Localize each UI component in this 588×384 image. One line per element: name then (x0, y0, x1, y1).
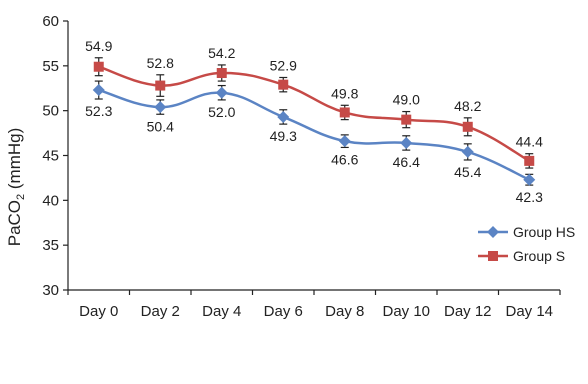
group-hs-data-label: 42.3 (516, 189, 543, 205)
group-s-point (339, 107, 350, 118)
group-hs-point (461, 145, 474, 158)
group-s-data-label: 49.0 (393, 92, 420, 108)
y-tick-label: 45 (42, 148, 59, 165)
group-s-data-label: 49.8 (331, 85, 358, 101)
x-tick-label: Day 2 (141, 303, 180, 320)
group-hs-point (338, 135, 351, 148)
y-tick-label: 35 (42, 237, 59, 254)
x-tick-label: Day 4 (202, 303, 241, 320)
group-hs-data-label: 49.3 (270, 128, 297, 144)
x-tick-label: Day 12 (444, 303, 492, 320)
y-tick-label: 55 (42, 58, 59, 75)
group-hs-data-label: 50.4 (147, 118, 174, 134)
x-tick-label: Day 10 (382, 303, 430, 320)
group-s-point (278, 79, 289, 90)
group-s-data-label: 54.9 (85, 38, 112, 54)
group-s-data-label: 44.4 (516, 134, 543, 150)
group-hs-data-label: 52.3 (85, 103, 112, 119)
group-s-data-label: 52.8 (147, 55, 174, 71)
group-s-point (93, 61, 104, 72)
group-hs-point (92, 84, 105, 97)
group-s-point (462, 121, 473, 132)
x-tick-label: Day 8 (325, 303, 364, 320)
group-hs-point (523, 173, 536, 186)
group-s-data-label: 52.9 (270, 57, 297, 73)
group-hs-point (277, 110, 290, 123)
group-hs-point (154, 101, 167, 114)
group-s-data-label: 48.2 (454, 98, 481, 114)
group-s-point (401, 114, 412, 125)
group-s-point (524, 155, 535, 166)
group-hs-data-label: 45.4 (454, 164, 481, 180)
y-tick-label: 40 (42, 192, 59, 209)
x-tick-label: Day 6 (264, 303, 303, 320)
x-tick-label: Day 14 (505, 303, 553, 320)
group-s-point (216, 68, 227, 79)
y-tick-label: 30 (42, 282, 59, 299)
group-hs-point (215, 86, 228, 99)
group-s-legend-label: Group S (513, 248, 565, 264)
y-axis-title: PaCO2 (mmHg) (5, 128, 27, 247)
group-hs-data-label: 46.6 (331, 151, 358, 167)
group-hs-data-label: 46.4 (393, 154, 420, 170)
y-tick-label: 50 (42, 103, 59, 120)
group-s-data-label: 54.2 (208, 45, 235, 61)
y-tick-label: 60 (42, 13, 59, 30)
x-tick-label: Day 0 (79, 303, 118, 320)
group-hs-legend-label: Group HS (513, 224, 575, 240)
group-hs-legend-marker (487, 226, 499, 238)
group-s-legend-marker (488, 251, 498, 261)
group-s-point (155, 80, 166, 91)
group-hs-point (400, 136, 413, 149)
group-hs-data-label: 52.0 (208, 104, 235, 120)
